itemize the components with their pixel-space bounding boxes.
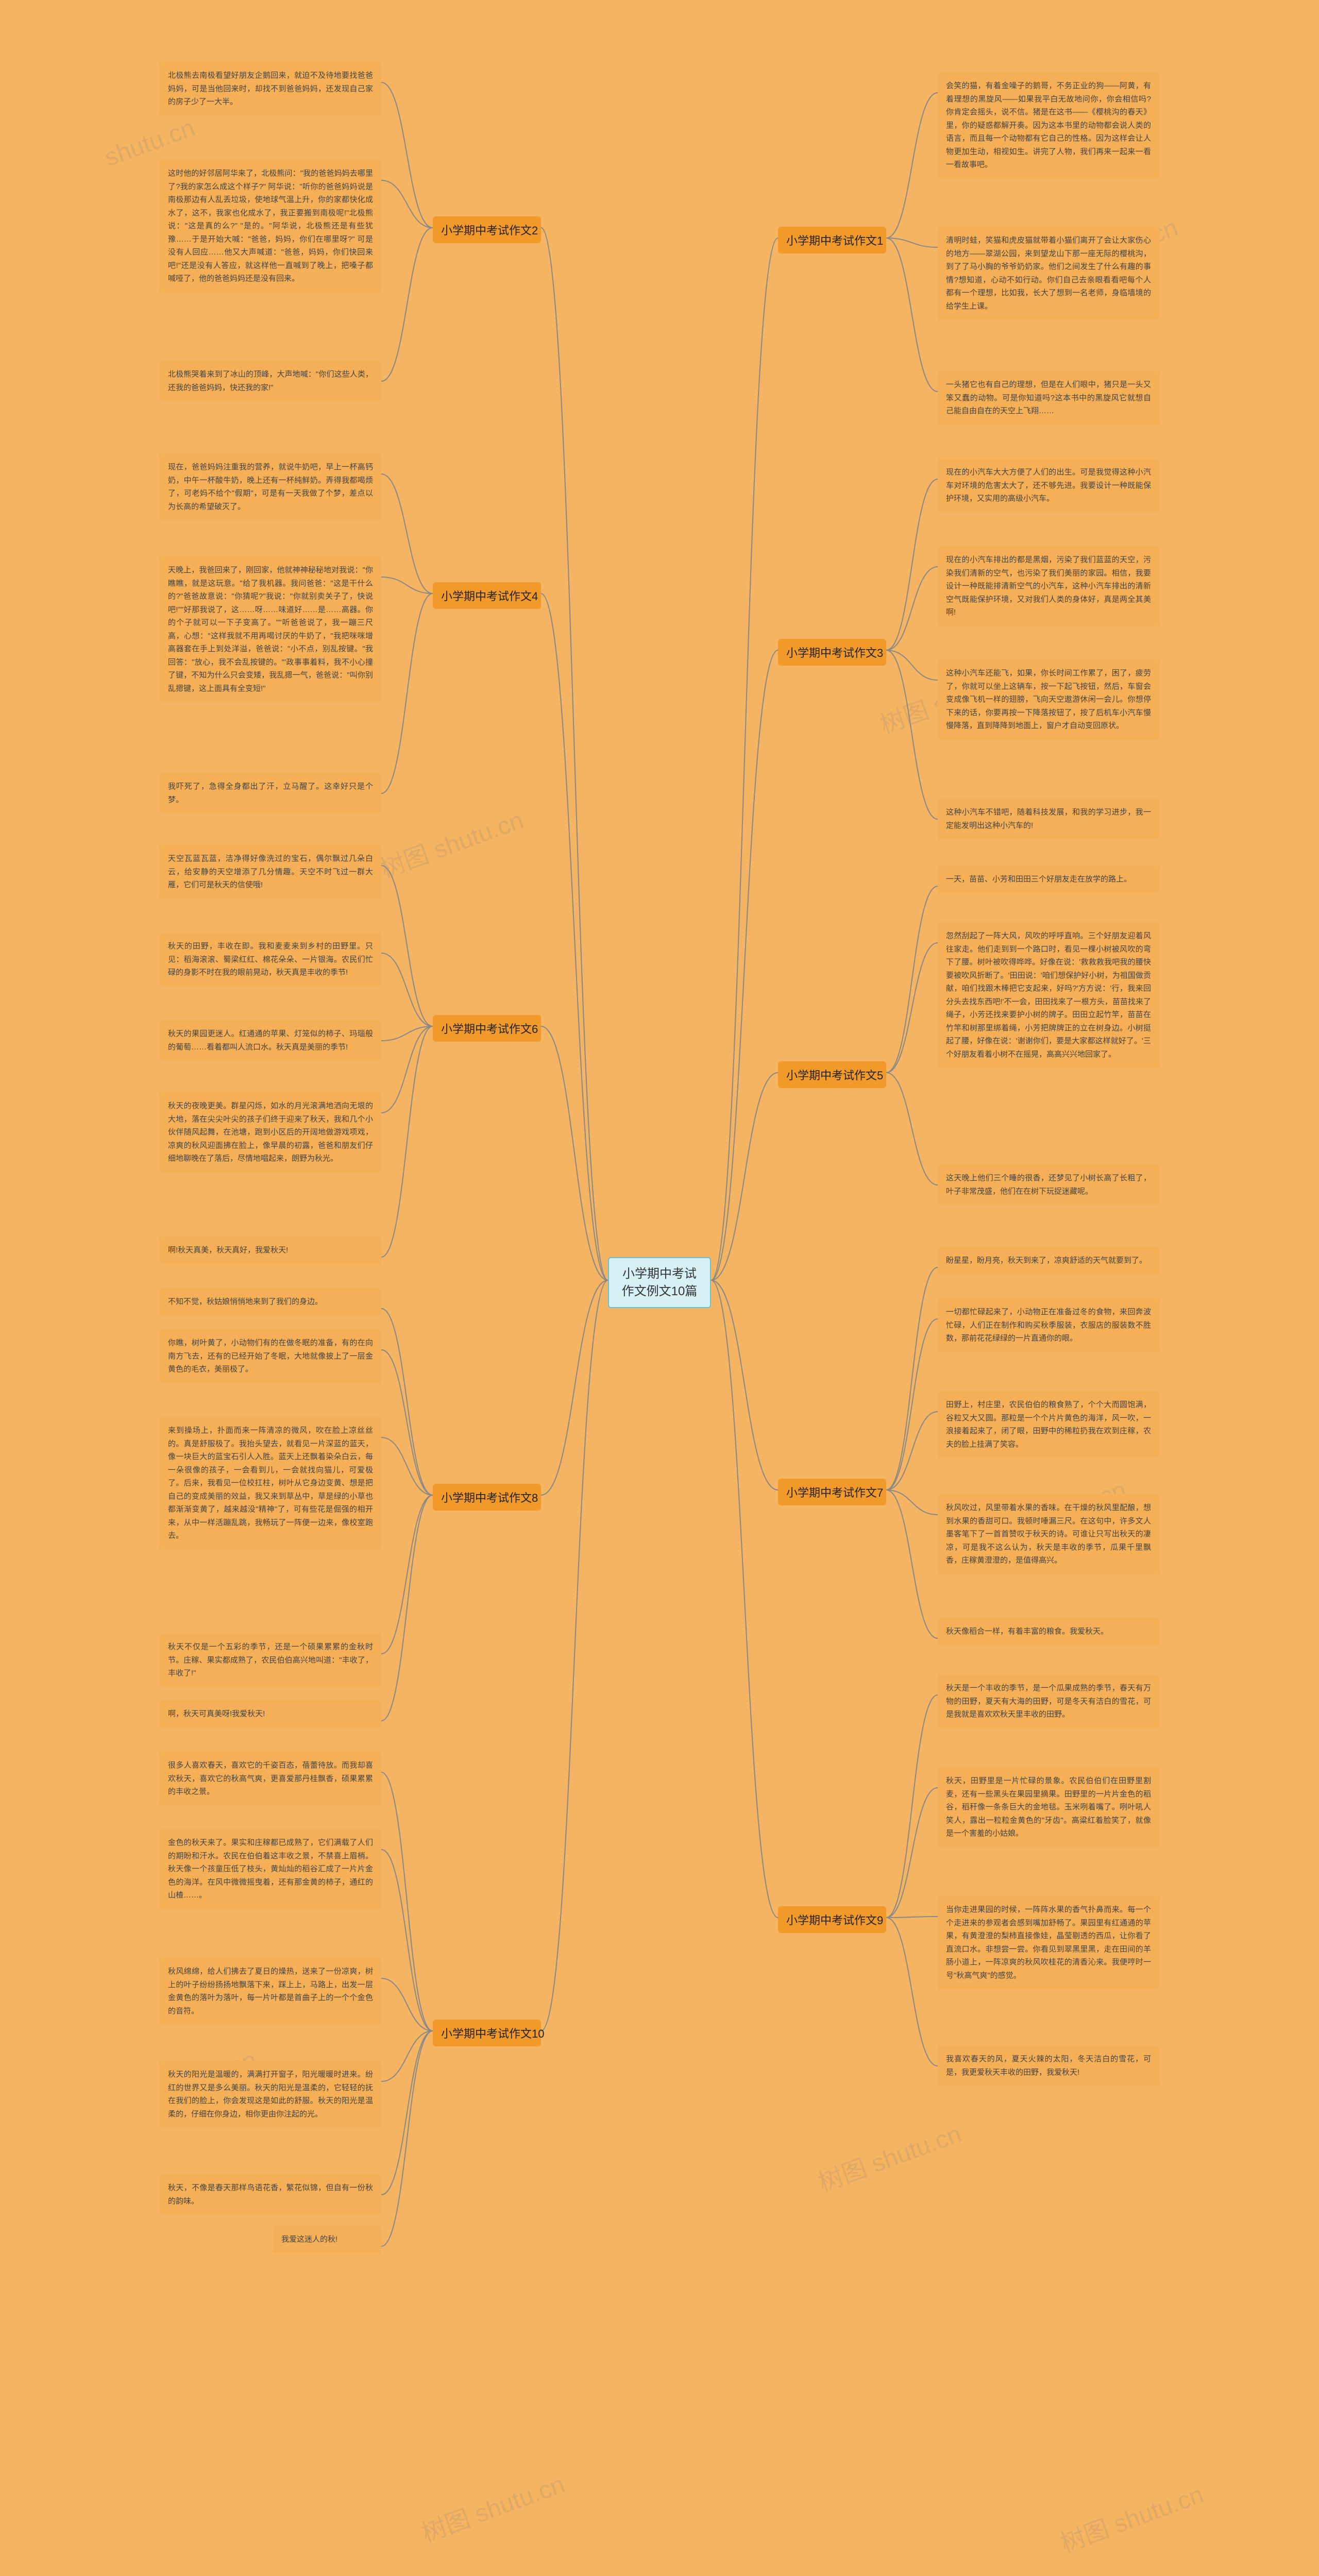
leaf-node: 现在的小汽车排出的都是黑烟，污染了我们蓝蓝的天空，污染我们清新的空气，也污染了我… xyxy=(938,546,1159,626)
leaf-node: 现在，爸爸妈妈注重我的营养，就说牛奶吧，早上一杯高钙奶，中午一杯酸牛奶，晚上还有… xyxy=(160,453,381,520)
watermark: 树图 shutu.cn xyxy=(1055,2474,1208,2559)
leaf-node: 天空瓦蓝瓦蓝，洁净得好像洗过的宝石，偶尔飘过几朵白云，给安静的天空增添了几分情趣… xyxy=(160,845,381,899)
leaf-node: 忽然刮起了一阵大风，风吹的呼呼直响。三个好朋友迎着风往家走。他们走到到一个路口时… xyxy=(938,922,1159,1068)
leaf-node: 北极熊哭着来到了冰山的顶峰，大声地喊："你们这些人类，还我的爸爸妈妈，快还我的家… xyxy=(160,361,381,401)
branch-node: 小学期中考试作文5 xyxy=(778,1061,886,1088)
leaf-node: 秋天不仅是一个五彩的季节，还是一个硕果累累的金秋时节。庄稼、果实都成熟了，农民伯… xyxy=(160,1633,381,1687)
leaf-node: 秋天像稻合一样，有着丰富的粮食。我爱秋天。 xyxy=(938,1618,1159,1646)
leaf-node: 来到操场上，扑面而来一阵清凉的微风，吹在脸上凉丝丝的。真是舒服极了。我抬头望去，… xyxy=(160,1417,381,1550)
leaf-node: 一切都忙碌起来了，小动物正在准备过冬的食物，来回奔波忙碌，人们正在制作和购买秋季… xyxy=(938,1298,1159,1352)
branch-node: 小学期中考试作文3 xyxy=(778,639,886,666)
leaf-node: 现在的小汽车大大方便了人们的出生。可是我觉得这种小汽车对环境的危害太大了，还不够… xyxy=(938,459,1159,513)
branch-node: 小学期中考试作文7 xyxy=(778,1479,886,1505)
leaf-node: 北极熊去南极看望好朋友企鹅回来，就迫不及待地要找爸爸妈妈，可是当他回来时，却找不… xyxy=(160,62,381,116)
branch-node: 小学期中考试作文8 xyxy=(433,1484,541,1511)
leaf-node: 这种小汽车不错吧，随着科技发展，和我的学习进步，我一定能发明出这种小汽车的! xyxy=(938,799,1159,839)
branch-node: 小学期中考试作文9 xyxy=(778,1906,886,1933)
leaf-node: 秋天的田野，丰收在即。我和麦麦来到乡村的田野里。只见：稻海滚滚、蜀梁红红、棉花朵… xyxy=(160,933,381,987)
leaf-node: 这时他的好邻居阿华来了，北极熊问："我的爸爸妈妈去哪里了?我的家怎么成这个样子?… xyxy=(160,160,381,293)
leaf-node: 这天晚上他们三个睡的很香，还梦见了小树长高了长粗了，叶子非常茂盛，他们在在树下玩… xyxy=(938,1164,1159,1205)
leaf-node: 盼星星，盼月亮，秋天到来了，凉爽舒适的天气就要到了。 xyxy=(938,1247,1159,1275)
watermark: 树图 shutu.cn xyxy=(813,2113,966,2198)
branch-node: 小学期中考试作文10 xyxy=(433,2020,541,2046)
leaf-node: 田野上，村庄里，农民伯伯的粮食熟了，个个大而圆饱满，谷粒又大又圆。那粒是一个个片… xyxy=(938,1391,1159,1458)
leaf-node: 啊!秋天真美，秋天真好，我爱秋天! xyxy=(160,1236,381,1264)
center-node: 小学期中考试作文例文10篇 xyxy=(608,1257,711,1308)
watermark: 树图 shutu.cn xyxy=(416,2464,569,2549)
leaf-node: 这种小汽车还能飞，如果，你长时间工作累了，困了，疲劳了，你就可以坐上这辆车，按一… xyxy=(938,659,1159,740)
leaf-node: 秋天的果园更迷人。红通通的苹果、灯笼似的柿子、玛瑙般的葡萄……看着都叫人流口水。… xyxy=(160,1020,381,1061)
leaf-node: 很多人喜欢春天，喜欢它的千姿百态，蓓蕾待放。而我却喜欢秋天，喜欢它的秋高气爽，更… xyxy=(160,1752,381,1806)
branch-node: 小学期中考试作文1 xyxy=(778,227,886,253)
leaf-node: 你瞧，树叶黄了，小动物们有的在做冬眠的准备，有的在向南方飞去，还有的已经开始了冬… xyxy=(160,1329,381,1383)
leaf-node: 当你走进果园的时候，一阵阵水果的香气扑鼻而来。每一个个走进来的参观者会感到嘴加舒… xyxy=(938,1896,1159,1989)
leaf-node: 一天，苗苗、小芳和田田三个好朋友走在放学的路上。 xyxy=(938,866,1159,893)
leaf-node: 秋天，田野里是一片忙碌的景象。农民伯伯们在田野里割麦，还有一些黑头在果园里摘果。… xyxy=(938,1767,1159,1848)
watermark: 树图 shutu.cn xyxy=(375,800,528,885)
leaf-node: 天晚上，我爸回来了，刚回家，他就神神秘秘地对我说："你瞧瞧，就是这玩意。"给了我… xyxy=(160,556,381,702)
leaf-node: 秋天是一个丰收的季节，是一个瓜果成熟的季节，春天有万物的田野，夏天有大海的田野，… xyxy=(938,1674,1159,1728)
leaf-node: 秋天的阳光是温暖的，满满打开窗子，阳光暖暖时进来。纷红的世界又是多么美丽。秋天的… xyxy=(160,2061,381,2128)
branch-node: 小学期中考试作文2 xyxy=(433,216,541,243)
branch-node: 小学期中考试作文4 xyxy=(433,582,541,609)
leaf-node: 秋风吹过，风里带着水果的香味。在干燥的秋风里配酿，想到水果的香甜可口。我顿时唾漏… xyxy=(938,1494,1159,1574)
branch-node: 小学期中考试作文6 xyxy=(433,1015,541,1042)
leaf-node: 金色的秋天来了。果实和庄稼都已成熟了，它们满载了人们的期盼和汗水。农民在伯伯着这… xyxy=(160,1829,381,1909)
leaf-node: 秋风绵绵，给人们拂去了夏日的燥热，送来了一份凉爽，树上的叶子纷纷扬扬地飘落下来，… xyxy=(160,1958,381,2025)
leaf-node: 我喜欢春天的风，夏天火辣的太阳，冬天洁白的雪花，可是，我更爱秋天丰收的田野，我爱… xyxy=(938,2045,1159,2086)
leaf-node: 不知不觉，秋姑娘悄悄地来到了我们的身边。 xyxy=(160,1288,381,1316)
leaf-node: 秋天的夜晚更美。群星闪烁，如水的月光滚满地洒向无垠的大地，落在尖尖叶尖的孩子们终… xyxy=(160,1092,381,1173)
leaf-node: 清明时蛙，笑猫和虎皮猫就带着小猫们离开了会让大家伤心的地方——翠湖公园，来到望龙… xyxy=(938,227,1159,320)
leaf-node: 秋天，不像是春天那样鸟语花香，繁花似锦，但自有一份秋的韵味。 xyxy=(160,2174,381,2215)
leaf-node: 一头猪它也有自己的理想，但是在人们眼中，猪只是一头又笨又蠢的动物。可是你知道吗?… xyxy=(938,371,1159,425)
leaf-node: 啊，秋天可真美呀!我爱秋天! xyxy=(160,1700,381,1728)
leaf-node: 会笑的猫，有着金噪子的鹅哥，不务正业的狗——阿黄，有着理想的黑旋风——如果我平白… xyxy=(938,72,1159,179)
leaf-node: 我吓死了，急得全身都出了汗，立马醒了。这幸好只是个梦。 xyxy=(160,773,381,814)
leaf-node: 我爱这迷人的秋! xyxy=(273,2226,381,2253)
